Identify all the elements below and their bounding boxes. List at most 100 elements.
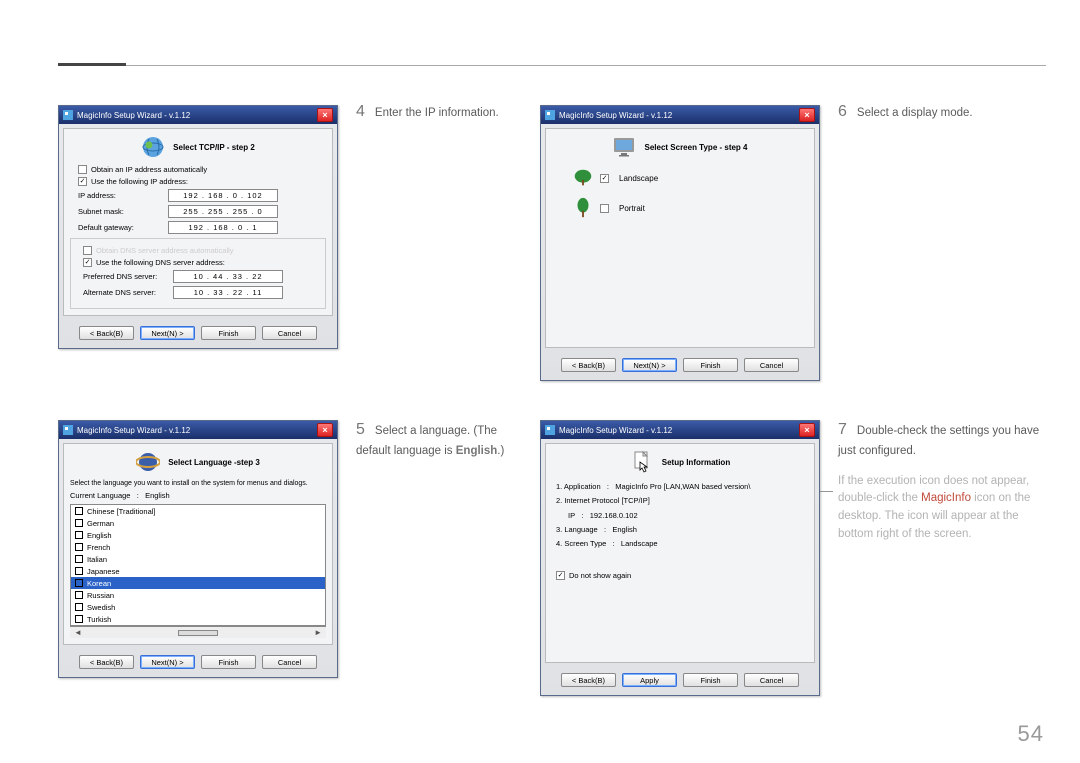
- gateway-input[interactable]: 192 . 168 . 0 . 1: [168, 221, 278, 234]
- finish-button[interactable]: Finish: [201, 326, 256, 340]
- portrait-checkbox[interactable]: [600, 204, 609, 213]
- language-checkbox-icon: [75, 555, 83, 563]
- obtain-dns-auto-label: Obtain DNS server address automatically: [96, 246, 234, 255]
- language-name: Italian: [87, 555, 107, 564]
- wizard-setup-info: MagicInfo Setup Wizard - v.1.12 × Setup …: [540, 420, 820, 696]
- use-following-ip-checkbox[interactable]: [78, 177, 87, 186]
- language-checkbox-icon: [75, 531, 83, 539]
- tree-landscape-icon: [572, 167, 594, 189]
- language-name: Swedish: [87, 603, 115, 612]
- preferred-dns-input[interactable]: 10 . 44 . 33 . 22: [173, 270, 283, 283]
- language-list[interactable]: Chinese [Traditional] GermanEnglish French…: [70, 504, 326, 626]
- setup-info-list: 1. Application : MagicInfo Pro [LAN,WAN …: [556, 480, 804, 551]
- close-button[interactable]: ×: [317, 423, 333, 437]
- language-option[interactable]: German: [71, 517, 325, 529]
- finish-button[interactable]: Finish: [683, 358, 738, 372]
- globe-ring-icon: [136, 450, 160, 474]
- step-header: Select Screen Type - step 4: [644, 143, 747, 152]
- back-button[interactable]: < Back(B): [79, 326, 134, 340]
- cancel-button[interactable]: Cancel: [262, 655, 317, 669]
- monitor-icon: [612, 135, 636, 159]
- document-pointer-icon: [630, 450, 654, 474]
- annotation-5: 5Select a language. (The default languag…: [356, 418, 526, 461]
- language-option[interactable]: French: [71, 541, 325, 553]
- use-following-dns-checkbox[interactable]: [83, 258, 92, 267]
- language-checkbox-icon: [75, 543, 83, 551]
- next-button[interactable]: Next(N) >: [140, 326, 195, 340]
- do-not-show-label: Do not show again: [569, 571, 631, 580]
- wizard-screen-type: MagicInfo Setup Wizard - v.1.12 × Select…: [540, 105, 820, 381]
- language-checkbox-icon: [75, 507, 83, 515]
- language-checkbox-icon: [75, 579, 83, 587]
- page-number: 54: [1018, 721, 1044, 747]
- finish-button[interactable]: Finish: [683, 673, 738, 687]
- subnet-label: Subnet mask:: [78, 207, 168, 216]
- step-header: Select Language -step 3: [168, 458, 260, 467]
- language-name: Japanese: [87, 567, 120, 576]
- back-button[interactable]: < Back(B): [561, 673, 616, 687]
- tree-portrait-icon: [572, 197, 594, 219]
- language-scrollbar[interactable]: ◄►: [70, 626, 326, 638]
- annotation-4: 4Enter the IP information.: [356, 100, 499, 125]
- header-rule: [58, 65, 1046, 66]
- language-option[interactable]: Chinese [Simplified]: [71, 625, 325, 626]
- language-checkbox-icon: [75, 603, 83, 611]
- do-not-show-checkbox[interactable]: [556, 571, 565, 580]
- window-title: MagicInfo Setup Wizard - v.1.12: [559, 426, 672, 435]
- apply-button[interactable]: Apply: [622, 673, 677, 687]
- language-checkbox-icon: [75, 615, 83, 623]
- cancel-button[interactable]: Cancel: [744, 673, 799, 687]
- note-dash: ―: [820, 481, 833, 501]
- ip-address-label: IP address:: [78, 191, 168, 200]
- preferred-dns-label: Preferred DNS server:: [83, 272, 173, 281]
- close-button[interactable]: ×: [799, 108, 815, 122]
- language-option[interactable]: Swedish: [71, 601, 325, 613]
- app-icon: [545, 425, 555, 435]
- language-name: Chinese [Traditional]: [87, 507, 156, 516]
- language-help-text: Select the language you want to install …: [70, 480, 326, 487]
- use-following-dns-label: Use the following DNS server address:: [96, 258, 225, 267]
- titlebar: MagicInfo Setup Wizard - v.1.12 ×: [59, 421, 337, 439]
- obtain-ip-auto-label: Obtain an IP address automatically: [91, 165, 207, 174]
- window-title: MagicInfo Setup Wizard - v.1.12: [559, 111, 672, 120]
- language-option[interactable]: Chinese [Traditional]: [71, 505, 325, 517]
- annotation-7: 7Double-check the settings you have just…: [838, 418, 1048, 544]
- alternate-dns-input[interactable]: 10 . 33 . 22 . 11: [173, 286, 283, 299]
- back-button[interactable]: < Back(B): [561, 358, 616, 372]
- wizard-tcpip: MagicInfo Setup Wizard - v.1.12 × Select…: [58, 105, 338, 349]
- titlebar: MagicInfo Setup Wizard - v.1.12 ×: [59, 106, 337, 124]
- back-button[interactable]: < Back(B): [79, 655, 134, 669]
- close-button[interactable]: ×: [799, 423, 815, 437]
- landscape-checkbox[interactable]: [600, 174, 609, 183]
- language-option[interactable]: Japanese: [71, 565, 325, 577]
- titlebar: MagicInfo Setup Wizard - v.1.12 ×: [541, 106, 819, 124]
- finish-button[interactable]: Finish: [201, 655, 256, 669]
- language-option[interactable]: English: [71, 529, 325, 541]
- header-rule-accent: [58, 63, 126, 66]
- language-option[interactable]: Russian: [71, 589, 325, 601]
- use-following-ip-label: Use the following IP address:: [91, 177, 188, 186]
- cancel-button[interactable]: Cancel: [744, 358, 799, 372]
- close-button[interactable]: ×: [317, 108, 333, 122]
- language-checkbox-icon: [75, 567, 83, 575]
- ip-address-input[interactable]: 192 . 168 . 0 . 102: [168, 189, 278, 202]
- wizard-language: MagicInfo Setup Wizard - v.1.12 × Select…: [58, 420, 338, 678]
- language-option[interactable]: Italian: [71, 553, 325, 565]
- app-icon: [545, 110, 555, 120]
- language-name: French: [87, 543, 110, 552]
- portrait-label: Portrait: [619, 204, 645, 213]
- language-option[interactable]: Turkish: [71, 613, 325, 625]
- cancel-button[interactable]: Cancel: [262, 326, 317, 340]
- app-icon: [63, 110, 73, 120]
- subnet-input[interactable]: 255 . 255 . 255 . 0: [168, 205, 278, 218]
- obtain-ip-auto-checkbox[interactable]: [78, 165, 87, 174]
- landscape-label: Landscape: [619, 174, 658, 183]
- language-name: German: [87, 519, 114, 528]
- next-button[interactable]: Next(N) >: [622, 358, 677, 372]
- step-header: Select TCP/IP - step 2: [173, 143, 255, 152]
- next-button[interactable]: Next(N) >: [140, 655, 195, 669]
- alternate-dns-label: Alternate DNS server:: [83, 288, 173, 297]
- app-icon: [63, 425, 73, 435]
- language-option[interactable]: Korean: [71, 577, 325, 589]
- window-title: MagicInfo Setup Wizard - v.1.12: [77, 426, 190, 435]
